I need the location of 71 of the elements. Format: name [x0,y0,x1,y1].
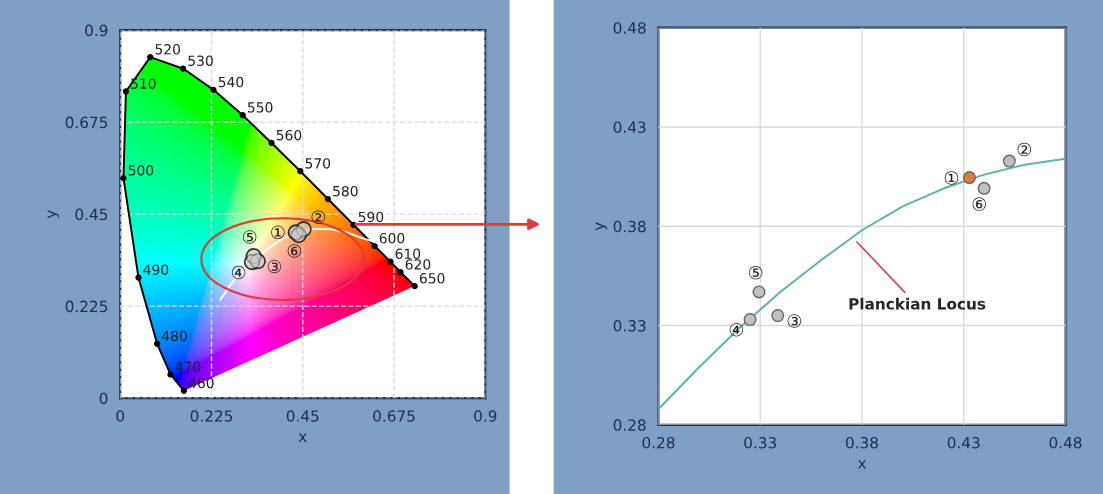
x-tick-label: 0.9 [474,410,497,422]
annotation: 580 [333,185,358,197]
point [371,242,378,250]
x-axis-title: x [857,460,867,469]
y-axis-title: y [47,210,60,219]
data-label: ③ [267,259,282,274]
point [268,139,275,147]
y-axis-title: y [595,222,608,231]
x-tick-label: 0.675 [373,410,415,422]
data-label: ① [944,171,959,185]
point [239,112,246,119]
x-tick-label: 0.43 [947,436,980,449]
data-label: ④ [231,265,246,280]
annotation: 460 [188,377,214,389]
y-tick-label: 0.43 [613,121,646,133]
data-label: ⑤ [242,230,257,244]
x-tick-label: 0 [116,410,125,422]
annotation: 530 [188,55,213,66]
annotation: 550 [247,102,273,113]
annotation: 570 [305,158,331,169]
annotation: 600 [379,232,405,244]
data-label: ① [271,225,285,240]
data-label: ⑤ [748,265,763,280]
y-tick-label: 0.33 [613,320,646,332]
point [324,195,332,203]
annotation: 540 [218,76,244,88]
annotation: 520 [155,44,180,55]
point [147,53,154,61]
x-tick-label: 0.28 [642,436,675,449]
point [411,282,418,290]
annotation: 510 [131,78,156,89]
x-tick-label: 0.45 [286,410,319,422]
line-series [658,157,1066,410]
data-label: ⑥ [287,244,302,258]
data-label: ③ [787,314,802,328]
x-tick-label: 0.38 [845,436,878,449]
annotation: 500 [128,165,154,176]
point [167,371,174,378]
annotation: 610 [395,248,421,259]
annotation: 650 [419,273,445,284]
point [387,258,394,265]
y-tick-label: 0.675 [65,116,108,129]
x-tick-label: 0.225 [190,410,233,422]
point [180,387,188,394]
y-tick-label: 0.28 [613,419,646,431]
x-tick-label: 0.33 [744,436,777,449]
annotation: 620 [405,259,431,270]
point [135,274,142,281]
data-label: ⑥ [972,197,986,211]
point [210,86,217,93]
y-tick-label: 0.9 [85,24,108,37]
point [297,168,304,175]
y-tick-label: 0.45 [75,208,108,221]
point [154,340,161,347]
point [120,175,127,182]
point [122,88,130,95]
annotation: 480 [161,330,187,342]
y-tick-label: 0.38 [613,220,646,233]
point [397,269,404,276]
annotation: 560 [276,129,302,141]
annotation: 470 [175,361,201,372]
y-tick-label: 0.225 [65,300,108,313]
annotation: Planckian Locus [849,297,986,310]
annotation: 590 [358,211,384,223]
data-label: ② [1017,142,1032,157]
y-tick-label: 0.48 [613,22,646,34]
y-tick-label: 0 [99,392,108,405]
point [179,65,187,72]
annotation: 490 [143,264,169,275]
x-axis-title: x [298,433,307,442]
x-tick-label: 0.48 [1049,436,1082,449]
